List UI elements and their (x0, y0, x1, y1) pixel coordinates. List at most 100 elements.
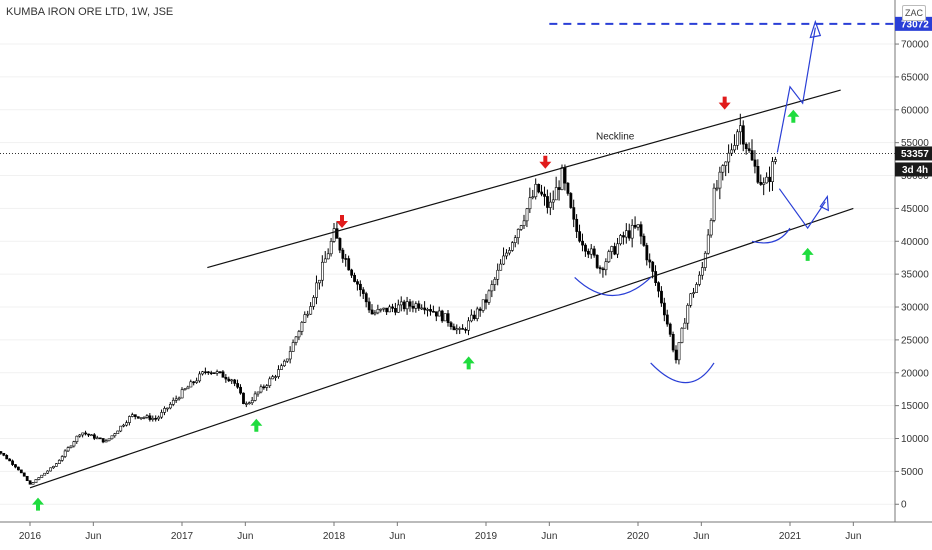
candle-body (651, 261, 655, 272)
candle-body (28, 480, 32, 485)
candle-body (397, 304, 400, 313)
candle-body (344, 258, 348, 260)
candle-body (361, 289, 365, 294)
price-tick-label: 60000 (901, 105, 929, 116)
up-arrow-icon (250, 418, 263, 432)
candle-body (668, 323, 672, 335)
candle-body (198, 373, 202, 382)
currency-button[interactable]: ZAC (902, 5, 926, 21)
candle-body (335, 228, 339, 239)
candle-body (654, 271, 658, 283)
candle-body (587, 250, 590, 255)
projection-drawings (549, 19, 897, 384)
candle-body (253, 393, 257, 401)
candle-body (747, 148, 751, 151)
up-arrow-icon (801, 247, 814, 261)
candle-body (703, 252, 707, 268)
candle-body (87, 433, 90, 436)
candle-body (604, 261, 608, 271)
candle-body (315, 282, 318, 298)
candle-body (69, 445, 73, 448)
candle-body (683, 322, 687, 329)
time-tick-label: 2017 (171, 531, 194, 542)
candle-body (370, 309, 374, 315)
countdown-label: 3d 4h (902, 165, 928, 176)
candle-body (78, 434, 82, 437)
candle-body (367, 301, 371, 311)
candle-body (8, 458, 12, 462)
candle-body (332, 228, 336, 242)
candle-body (25, 475, 29, 481)
last-price-label: 53357 (901, 149, 929, 160)
candle-body (578, 231, 582, 242)
time-tick-label: 2020 (627, 531, 650, 542)
price-tick-label: 10000 (901, 434, 929, 445)
candle-body (353, 274, 356, 282)
candle-body (639, 224, 643, 237)
candle-body (268, 378, 272, 386)
candle-body (724, 161, 728, 166)
candle-body (525, 208, 529, 222)
candle-body (712, 187, 716, 221)
candle-body (312, 297, 316, 307)
candles (0, 113, 777, 485)
candle-body (394, 308, 397, 313)
candle-body (323, 258, 327, 263)
candle-body (262, 386, 266, 389)
candle-body (446, 313, 450, 323)
candle-body (449, 322, 453, 327)
candle-body (215, 371, 219, 374)
candle-body (326, 253, 330, 260)
candle-body (17, 466, 20, 471)
candle-body (57, 460, 61, 464)
candle-body (104, 440, 108, 443)
candle-body (405, 301, 409, 310)
candle-body (437, 310, 441, 317)
price-tick-label: 25000 (901, 335, 929, 346)
candle-body (411, 305, 415, 309)
candle-body (136, 416, 140, 419)
candle-body (84, 432, 88, 435)
candle-body (119, 425, 123, 432)
candle-body (715, 187, 719, 190)
candle-body (233, 379, 237, 384)
candle-body (0, 451, 3, 454)
candle-body (230, 379, 234, 382)
candle-body (224, 377, 228, 380)
candle-body (303, 314, 307, 323)
candle-body (66, 447, 70, 452)
candle-body (125, 422, 128, 426)
candle-body (274, 376, 278, 378)
candle-body (90, 434, 93, 437)
candle-body (505, 252, 508, 257)
candle-body (359, 283, 362, 291)
candle-body (499, 263, 503, 271)
candle-body (572, 207, 576, 220)
down-arrow-icon (539, 155, 552, 169)
chart-title: KUMBA IRON ORE LTD, 1W, JSE (6, 6, 174, 18)
candle-body (148, 415, 152, 420)
candle-body (391, 306, 394, 309)
price-tick-label: 40000 (901, 237, 929, 248)
price-tick-label: 55000 (901, 138, 929, 149)
candle-body (347, 258, 351, 271)
candle-body (81, 432, 85, 436)
candle-body (452, 326, 456, 331)
candle-body (633, 224, 637, 228)
candle-body (706, 234, 710, 254)
candle-body (464, 329, 468, 331)
candle-body (242, 392, 245, 405)
candle-body (19, 469, 23, 474)
candle-body (151, 417, 155, 420)
candle-body (502, 255, 506, 265)
time-tick-label: 2018 (323, 531, 346, 542)
candle-body (174, 398, 178, 401)
candle-body (619, 235, 622, 245)
candle-body (209, 372, 213, 374)
candle-body (160, 412, 164, 418)
candle-body (379, 308, 383, 311)
candle-body (163, 408, 166, 413)
